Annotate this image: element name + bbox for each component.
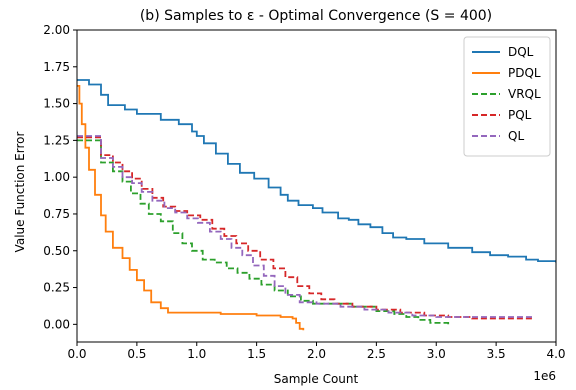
legend-label-vrql: VRQL (508, 87, 541, 101)
y-tick-label: 0.50 (43, 244, 70, 258)
legend-label-pql: PQL (508, 108, 532, 122)
y-tick-label: 0.00 (43, 317, 70, 331)
legend-box (463, 36, 551, 157)
plot-area (77, 79, 556, 331)
y-tick-label: 2.00 (43, 23, 70, 37)
chart-title: (b) Samples to ε - Optimal Convergence (… (140, 8, 492, 24)
legend: DQL PDQL VRQL PQL QL (463, 36, 551, 157)
series-line-ql (77, 135, 532, 318)
x-tick-label: 2.5 (367, 347, 386, 361)
x-axis-offset-label: 1e6 (533, 369, 556, 383)
x-tick-label: 3.0 (427, 347, 446, 361)
series-group (77, 79, 556, 331)
x-tick-label: 0.0 (67, 347, 86, 361)
x-tick-label: 4.0 (546, 347, 565, 361)
series-line-dql (77, 79, 556, 263)
y-tick-label: 0.75 (43, 207, 70, 221)
legend-label-dql: DQL (508, 45, 534, 59)
legend-label-ql: QL (508, 129, 524, 143)
y-tick-label: 0.25 (43, 281, 70, 295)
y-tick-label: 1.25 (43, 133, 70, 147)
x-tick-label: 1.0 (187, 347, 206, 361)
y-tick-label: 1.50 (43, 97, 70, 111)
x-tick-label: 0.5 (127, 347, 146, 361)
x-tick-label: 1.5 (247, 347, 266, 361)
series-line-vrql (77, 139, 450, 325)
y-axis-label: Value Function Error (13, 131, 27, 252)
x-axis-label: Sample Count (274, 372, 359, 386)
axes: 0.0 0.5 1.0 1.5 2.0 2.5 3.0 3.5 4.0 0.00 0.25 0.50 0… (43, 23, 565, 361)
y-tick-label: 1.75 (43, 60, 70, 74)
x-tick-label: 3.5 (487, 347, 506, 361)
legend-label-pdql: PDQL (508, 66, 541, 80)
y-tick-label: 1.00 (43, 170, 70, 184)
series-line-pdql (77, 85, 305, 331)
series-line-pql (77, 136, 532, 320)
x-tick-label: 2.0 (307, 347, 326, 361)
